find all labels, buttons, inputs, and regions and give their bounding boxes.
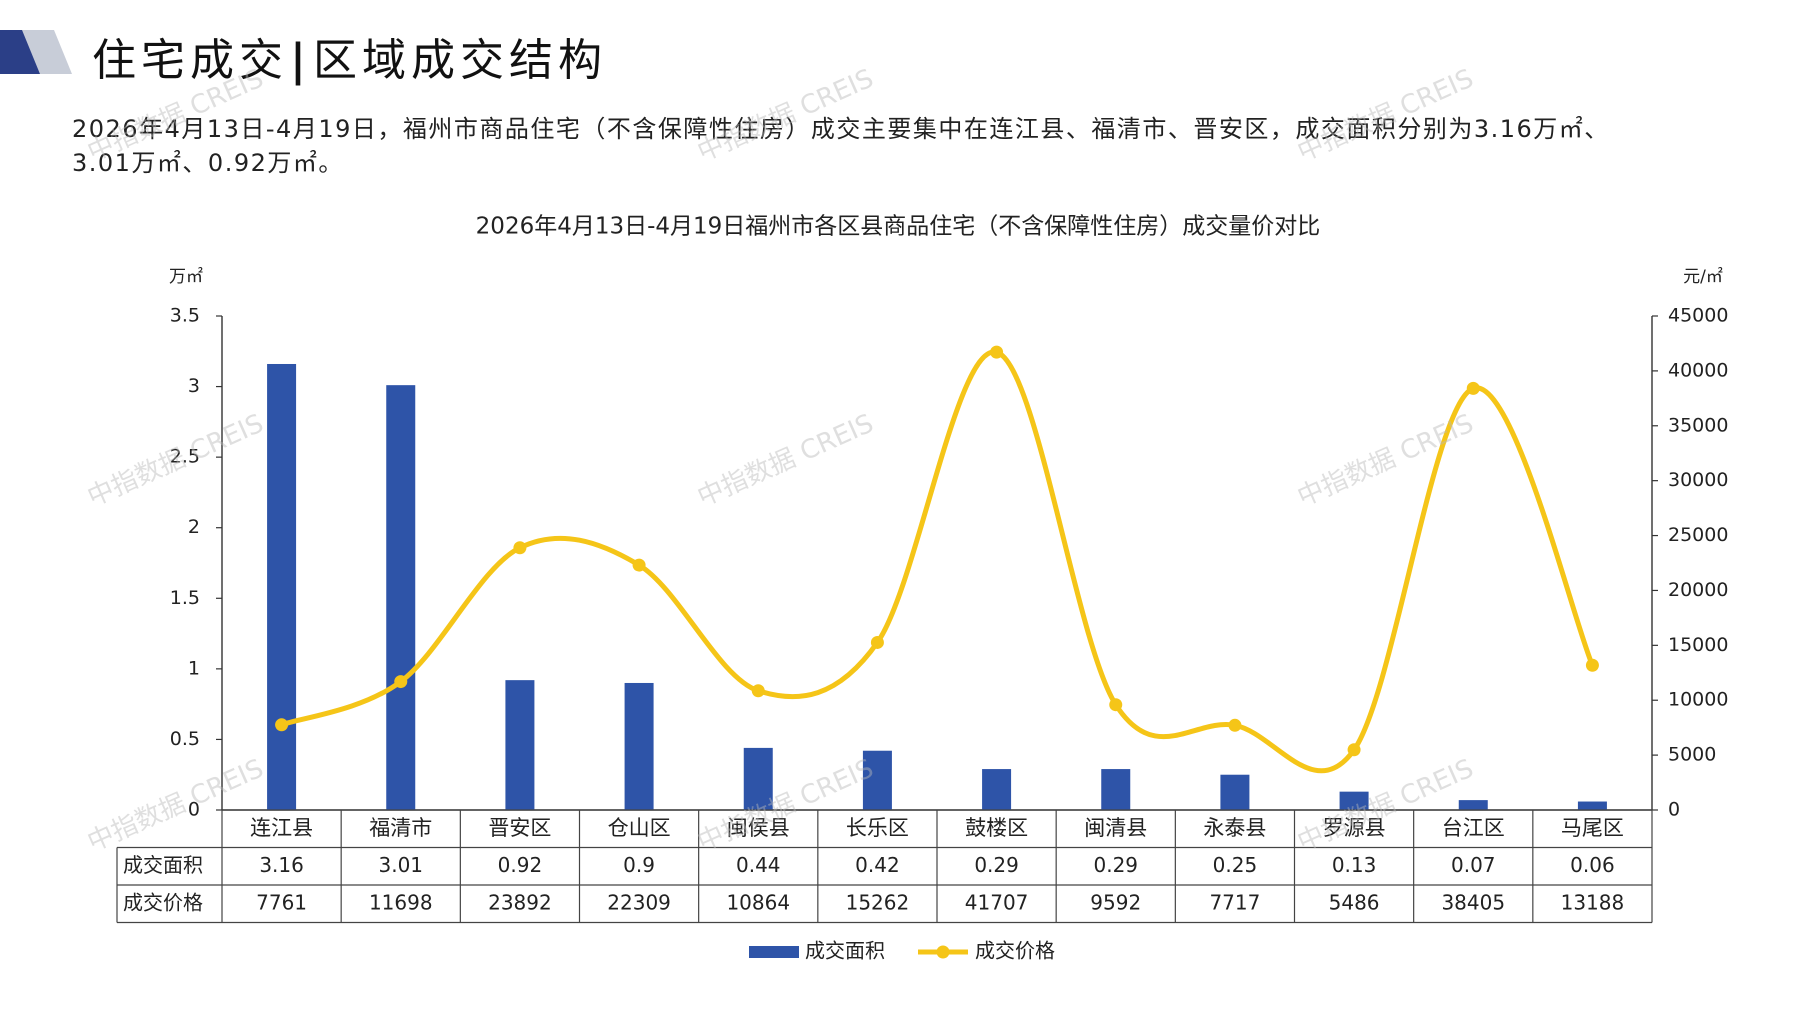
- table-value: 22309: [607, 890, 671, 914]
- category-label: 台江区: [1442, 816, 1505, 840]
- y-left-tick-label: 1.5: [170, 587, 200, 609]
- table-value: 0.44: [736, 853, 781, 877]
- y-right-tick-label: 45000: [1668, 305, 1728, 327]
- price-point-晋安区: [513, 541, 527, 555]
- y-left-tick-label: 2: [188, 516, 200, 538]
- category-label: 永泰县: [1203, 816, 1266, 840]
- bar-连江县: [267, 363, 297, 810]
- y-right-tick-label: 25000: [1668, 524, 1728, 546]
- price-point-永泰县: [1228, 718, 1242, 732]
- y-right-tick-label: 30000: [1668, 469, 1728, 491]
- title-right: 区域成交结构: [313, 35, 608, 86]
- table-value: 13188: [1561, 890, 1625, 914]
- y-left-tick-label: 0: [188, 799, 200, 821]
- price-point-长乐区: [870, 635, 884, 649]
- table-value: 23892: [488, 890, 552, 914]
- table-value: 0.9: [623, 853, 655, 877]
- y-right-tick-label: 10000: [1668, 689, 1728, 711]
- category-label: 马尾区: [1561, 816, 1624, 840]
- table-value: 0.13: [1332, 853, 1377, 877]
- bar-罗源县: [1339, 791, 1369, 810]
- bar-晋安区: [505, 680, 535, 810]
- y-left-tick-label: 0.5: [170, 728, 200, 750]
- table-series-name: 成交价格: [123, 890, 203, 914]
- price-line: [279, 349, 1595, 774]
- price-point-连江县: [275, 718, 289, 732]
- category-label: 连江县: [250, 816, 313, 840]
- table-value: 3.01: [378, 853, 423, 877]
- table-value: 38405: [1441, 890, 1505, 914]
- category-label: 晋安区: [488, 816, 551, 840]
- price-point-马尾区: [1585, 658, 1599, 672]
- y-right-tick-label: 5000: [1668, 744, 1716, 766]
- table-value: 0.92: [498, 853, 543, 877]
- price-point-台江区: [1466, 381, 1480, 395]
- bar-台江区: [1458, 800, 1488, 810]
- y-right-tick-label: 0: [1668, 799, 1680, 821]
- y-left-unit: 万㎡: [169, 267, 203, 287]
- intro-paragraph: 2026年4月13日-4月19日，福州市商品住宅（不含保障性住房）成交主要集中在…: [72, 112, 1712, 180]
- chart-title: 2026年4月13日-4月19日福州市各区县商品住宅（不含保障性住房）成交量价对…: [476, 214, 1321, 240]
- y-right-unit: 元/㎡: [1683, 267, 1723, 287]
- table-value: 0.42: [855, 853, 900, 877]
- intro-line-2: 3.01万㎡、0.92万㎡。: [72, 149, 344, 177]
- table-value: 5486: [1329, 890, 1380, 914]
- legend-line-label: 成交价格: [975, 939, 1055, 963]
- category-label: 福清市: [369, 816, 432, 840]
- category-label: 闽侯县: [727, 816, 790, 840]
- bar-闽侯县: [743, 747, 773, 810]
- y-left-tick-label: 3.5: [170, 305, 200, 327]
- y-right-tick-label: 15000: [1668, 634, 1728, 656]
- table-value: 41707: [965, 890, 1029, 914]
- y-left-tick-label: 3: [188, 375, 200, 397]
- page-title: 住宅成交|区域成交结构: [92, 24, 607, 88]
- table-value: 0.29: [1093, 853, 1138, 877]
- y-left-tick-label: 1: [188, 657, 200, 679]
- table-series-name: 成交面积: [123, 853, 203, 877]
- price-point-闽清县: [1109, 698, 1123, 712]
- table-value: 10864: [726, 890, 790, 914]
- price-point-仓山区: [632, 558, 646, 572]
- table-value: 9592: [1090, 890, 1141, 914]
- table-value: 15262: [846, 890, 910, 914]
- title-left: 住宅成交: [92, 35, 288, 86]
- legend-line-marker: [936, 945, 950, 959]
- y-left-tick-label: 2.5: [170, 446, 200, 468]
- table-value: 7717: [1209, 890, 1260, 914]
- y-right-tick-label: 20000: [1668, 579, 1728, 601]
- category-label: 闽清县: [1084, 816, 1147, 840]
- intro-line-1: 2026年4月13日-4月19日，福州市商品住宅（不含保障性住房）成交主要集中在…: [72, 115, 1610, 143]
- bar-长乐区: [862, 750, 892, 810]
- bar-马尾区: [1577, 801, 1607, 810]
- table-value: 11698: [369, 890, 433, 914]
- volume-price-chart: 2026年4月13日-4月19日福州市各区县商品住宅（不含保障性住房）成交量价对…: [116, 214, 1728, 963]
- category-label: 长乐区: [846, 816, 909, 840]
- bar-仓山区: [624, 682, 654, 810]
- brand-logo: [0, 30, 72, 74]
- bar-福清市: [386, 385, 416, 810]
- category-label: 鼓楼区: [965, 816, 1028, 840]
- table-value: 3.16: [259, 853, 304, 877]
- price-point-闽侯县: [751, 684, 765, 698]
- category-label: 仓山区: [608, 816, 671, 840]
- y-right-tick-label: 35000: [1668, 414, 1728, 436]
- table-value: 7761: [256, 890, 307, 914]
- bar-鼓楼区: [982, 769, 1012, 810]
- table-value: 0.07: [1451, 853, 1496, 877]
- title-separator: |: [290, 35, 312, 86]
- legend-bar-label: 成交面积: [805, 939, 885, 963]
- category-label: 罗源县: [1323, 816, 1386, 840]
- bar-闽清县: [1101, 769, 1131, 810]
- price-point-福清市: [394, 675, 408, 689]
- price-point-罗源县: [1347, 743, 1361, 757]
- bar-永泰县: [1220, 774, 1250, 810]
- table-value: 0.25: [1213, 853, 1258, 877]
- table-value: 0.29: [974, 853, 1019, 877]
- y-right-tick-label: 40000: [1668, 359, 1728, 381]
- legend-bar-swatch: [749, 946, 799, 958]
- table-value: 0.06: [1570, 853, 1615, 877]
- price-point-鼓楼区: [990, 345, 1004, 359]
